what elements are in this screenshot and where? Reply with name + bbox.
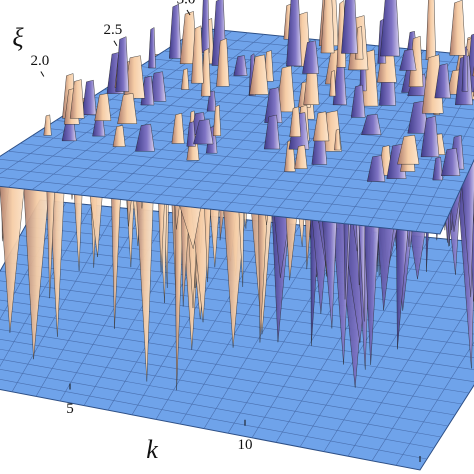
spike (341, 0, 358, 54)
grid-line (0, 290, 474, 359)
spike (289, 106, 302, 137)
spike (135, 123, 155, 152)
spike (94, 93, 112, 121)
spike (191, 25, 204, 84)
spike (397, 134, 420, 165)
spike (200, 48, 211, 97)
spike (449, 0, 466, 56)
spike (366, 155, 386, 182)
spike (312, 111, 330, 142)
x-axis-label: k (146, 435, 158, 464)
spike (350, 84, 366, 118)
spike (434, 63, 451, 99)
spike (263, 114, 280, 150)
grid-line (323, 239, 457, 452)
spike (200, 0, 210, 53)
spike (186, 121, 196, 147)
grid-line (14, 244, 474, 300)
grid-line (295, 50, 425, 219)
y-tick (40, 71, 45, 77)
spike (294, 144, 308, 169)
grid-line (0, 270, 474, 335)
spike (216, 38, 230, 87)
spike (112, 125, 126, 147)
spike (334, 128, 341, 151)
grid-line (371, 298, 474, 461)
y-tick-label: 2.0 (30, 53, 49, 69)
spike (320, 0, 335, 54)
spike (441, 147, 461, 176)
spike (361, 114, 382, 135)
spike (115, 36, 129, 92)
grid-line (347, 254, 474, 457)
spike (249, 54, 269, 95)
grid-line (395, 341, 474, 466)
spike (399, 49, 417, 71)
spike (420, 116, 440, 158)
y-tick (113, 40, 118, 47)
y-tick-label: 2.5 (104, 22, 123, 38)
grid-line (203, 227, 327, 429)
y-axis-label: ξ (12, 23, 24, 52)
spike (193, 119, 214, 145)
y-tick-label: 3.0 (177, 0, 196, 7)
spike (179, 11, 198, 64)
spike (181, 68, 190, 90)
y-tick (186, 9, 191, 16)
spike (329, 70, 336, 97)
upper-spikes (43, 0, 474, 182)
spike (432, 156, 443, 181)
spike (117, 93, 138, 124)
axes: ξ k 510152.02.53.0 (12, 0, 427, 474)
spike (233, 55, 248, 76)
spike (212, 104, 222, 136)
grid-line (0, 280, 474, 347)
spike (302, 40, 320, 74)
spike (171, 113, 185, 144)
spike (425, 0, 436, 60)
spike (69, 79, 85, 119)
spike (461, 45, 469, 92)
spike (380, 0, 400, 57)
spike (43, 114, 52, 136)
x-tick-label: 5 (66, 401, 74, 417)
grid-line (4, 262, 474, 323)
spike (148, 27, 156, 69)
spike (421, 54, 444, 114)
x-tick-label: 10 (238, 437, 253, 453)
spike (286, 0, 302, 67)
spike (169, 3, 182, 59)
spike (81, 79, 97, 115)
